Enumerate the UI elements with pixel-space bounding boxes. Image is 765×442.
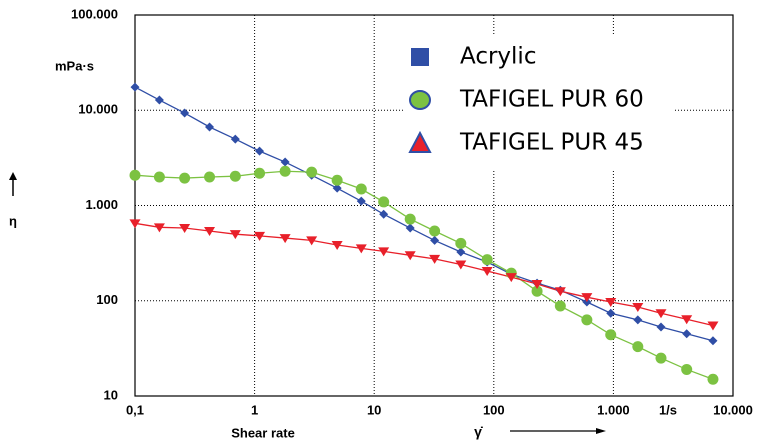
data-point xyxy=(707,321,719,331)
data-point xyxy=(280,157,290,167)
data-point xyxy=(455,260,467,270)
x-unit: 1/s xyxy=(659,402,677,417)
data-point xyxy=(581,293,593,303)
legend-marker xyxy=(409,90,431,110)
data-point xyxy=(605,329,617,341)
legend-box xyxy=(405,35,673,170)
data-point xyxy=(355,183,367,195)
data-point xyxy=(632,341,644,353)
data-point xyxy=(254,231,266,241)
data-point xyxy=(180,108,190,118)
data-point xyxy=(606,308,616,318)
data-point xyxy=(153,171,165,183)
data-point xyxy=(306,166,318,178)
x-tick-label: 1 xyxy=(251,402,258,417)
x-arrow-head xyxy=(596,428,606,434)
series-line xyxy=(134,222,714,327)
x-label: Shear rate xyxy=(231,425,295,440)
x-tick-label: 10.000 xyxy=(713,402,753,417)
data-point xyxy=(179,224,191,234)
y-tick-label: 10 xyxy=(104,387,118,402)
data-point xyxy=(430,235,440,245)
data-point xyxy=(229,230,241,240)
data-point xyxy=(505,273,517,283)
data-point xyxy=(531,279,543,289)
x-tick-label: 1.000 xyxy=(597,402,630,417)
data-point xyxy=(255,146,265,156)
data-point xyxy=(355,244,367,254)
data-point xyxy=(554,287,566,297)
legend-label: Acrylic xyxy=(460,44,536,70)
data-point xyxy=(230,134,240,144)
data-point xyxy=(429,254,441,264)
data-point xyxy=(554,300,566,312)
y-unit: mPa·s xyxy=(55,58,94,73)
data-point xyxy=(404,213,416,225)
data-point xyxy=(656,322,666,332)
data-point xyxy=(332,183,342,193)
data-point xyxy=(455,237,467,249)
data-point xyxy=(204,226,216,236)
data-point xyxy=(154,95,164,105)
data-point xyxy=(481,254,493,266)
series-line xyxy=(134,170,714,380)
data-point xyxy=(130,82,140,92)
data-point xyxy=(405,223,415,233)
data-point xyxy=(129,219,141,229)
x-tick-label: 100 xyxy=(483,402,505,417)
data-point xyxy=(708,336,718,346)
data-point xyxy=(655,309,667,319)
series-line xyxy=(134,86,714,342)
data-point xyxy=(331,174,343,186)
data-point xyxy=(404,251,416,261)
y-tick-label: 100.000 xyxy=(71,6,118,21)
data-point xyxy=(681,315,693,325)
data-point xyxy=(356,196,366,206)
legend-label: TAFIGEL PUR 45 xyxy=(459,130,644,156)
data-point xyxy=(681,363,693,375)
y-tick-label: 10.000 xyxy=(78,102,118,117)
data-point xyxy=(229,170,241,182)
y-label: η xyxy=(9,213,17,228)
legend-marker xyxy=(411,48,429,66)
data-point xyxy=(254,167,266,179)
data-point xyxy=(633,315,643,325)
data-point xyxy=(605,298,617,308)
data-point xyxy=(379,209,389,219)
data-point xyxy=(456,247,466,257)
data-point xyxy=(129,169,141,181)
x-tick-label: 0,1 xyxy=(126,402,144,417)
y-tick-label: 1.000 xyxy=(85,197,118,212)
x-tick-label: 10 xyxy=(367,402,381,417)
legend-label: TAFIGEL PUR 60 xyxy=(459,87,644,113)
legend-marker xyxy=(408,130,432,153)
data-point xyxy=(682,329,692,339)
data-point xyxy=(205,122,215,132)
x-symbol: γ̇ xyxy=(474,424,483,440)
data-point xyxy=(378,247,390,257)
data-point xyxy=(581,314,593,326)
data-point xyxy=(204,171,216,183)
data-point xyxy=(179,172,191,184)
data-point xyxy=(153,223,165,233)
y-arrow-head xyxy=(9,172,17,180)
data-point xyxy=(378,196,390,208)
data-point xyxy=(306,236,318,246)
data-point xyxy=(632,302,644,312)
data-point xyxy=(279,234,291,244)
data-point xyxy=(279,165,291,177)
data-point xyxy=(707,373,719,385)
data-point xyxy=(481,267,493,277)
data-point xyxy=(331,240,343,250)
data-point xyxy=(531,285,543,297)
data-point xyxy=(655,352,667,364)
y-tick-label: 100 xyxy=(96,292,118,307)
data-point xyxy=(429,225,441,237)
